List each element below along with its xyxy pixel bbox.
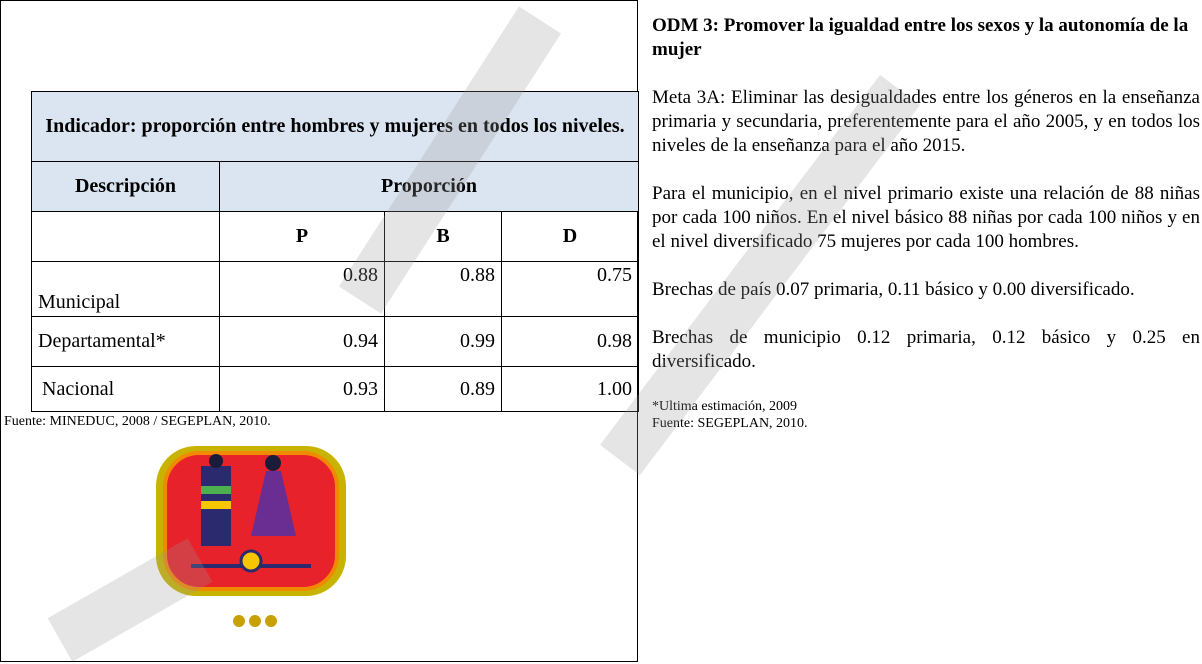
paragraph: Brechas de país 0.07 primaria, 0.11 bási… [652, 279, 1135, 300]
paragraph: Meta 3A: Eliminar las desigualdades entr… [652, 87, 1200, 156]
value-cell: 0.94 [219, 316, 385, 367]
notes: *Ultima estimación, 2009 Fuente: SEGEPLA… [652, 398, 1200, 432]
paragraph: Brechas de municipio 0.12 primaria, 0.12… [652, 327, 1200, 372]
row-label: Departamental* [31, 316, 220, 367]
logo-head [209, 454, 223, 468]
left-panel: Indicador: proporción entre hombres y mu… [0, 0, 639, 662]
value-cell: 0.89 [384, 366, 502, 412]
note: Fuente: SEGEPLAN, 2010. [652, 416, 808, 431]
note: *Ultima estimación, 2009 [652, 399, 798, 414]
value-cell: 0.88 [219, 261, 385, 317]
subheader-cell: D [501, 211, 639, 262]
logo-woman [251, 471, 296, 536]
value-cell: 0.75 [501, 261, 639, 317]
logo-dot [233, 615, 245, 627]
logo-stripe [201, 486, 231, 494]
logo-stripe [201, 501, 231, 509]
section-title: ODM 3: Promover la igualdad entre los se… [652, 15, 1189, 60]
subheader-cell: P [219, 211, 385, 262]
logo-dot [265, 615, 277, 627]
value-cell: 0.99 [384, 316, 502, 367]
header-cell: Proporción [219, 161, 639, 212]
right-column: ODM 3: Promover la igualdad entre los se… [652, 14, 1200, 432]
table-source: Fuente: MINEDUC, 2008 / SEGEPLAN, 2010. [4, 414, 271, 429]
indicator-table: Indicador: proporción entre hombres y mu… [31, 91, 639, 412]
logo-head [265, 455, 281, 471]
value-cell: 1.00 [501, 366, 639, 412]
row-label: Municipal [31, 261, 220, 317]
table-title: Indicador: proporción entre hombres y mu… [31, 91, 639, 162]
subheader-cell: B [384, 211, 502, 262]
value-cell: 0.88 [384, 261, 502, 317]
row-label: Nacional [31, 366, 220, 412]
value-cell: 0.93 [219, 366, 385, 412]
logo [156, 446, 346, 627]
logo-dot [249, 615, 261, 627]
logo-circle [239, 549, 263, 573]
value-cell: 0.98 [501, 316, 639, 367]
paragraph: Para el municipio, en el nivel primario … [652, 183, 1200, 252]
header-cell: Descripción [31, 161, 220, 212]
